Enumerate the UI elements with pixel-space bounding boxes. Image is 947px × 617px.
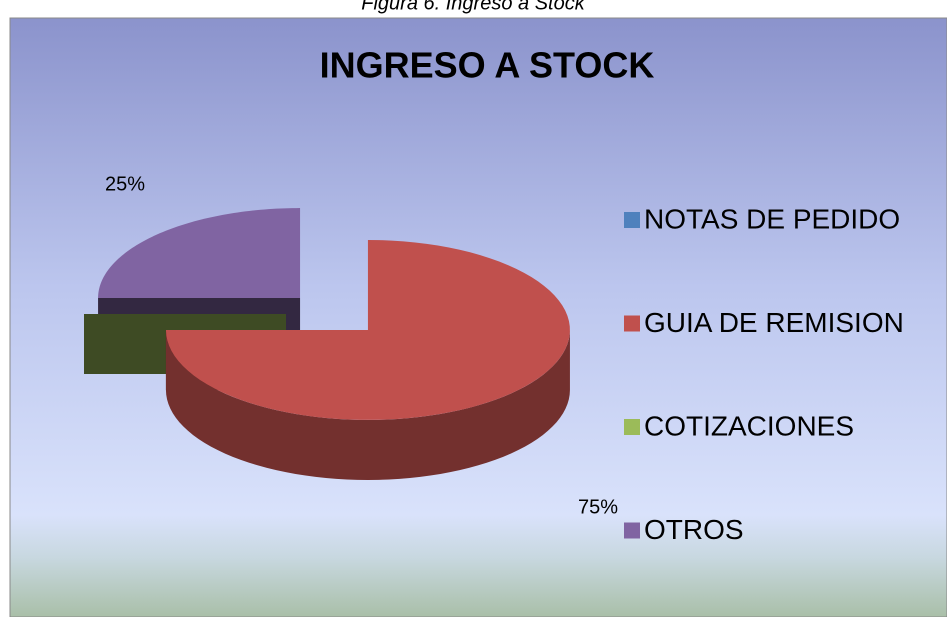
slice-top	[98, 208, 301, 299]
chart-title: INGRESO A STOCK	[320, 45, 655, 86]
legend-swatch	[624, 315, 640, 332]
legend-label: NOTAS DE PEDIDO	[644, 203, 900, 234]
legend-swatch	[624, 522, 640, 539]
legend-label: OTROS	[644, 514, 744, 545]
figure-caption: Figura 6. Ingreso a Stock	[361, 0, 585, 14]
legend-swatch	[624, 212, 640, 228]
legend-label: COTIZACIONES	[644, 410, 854, 441]
legend-label: GUIA DE REMISION	[644, 307, 904, 338]
pie-slice	[165, 239, 570, 480]
slice-top	[165, 239, 570, 420]
data-label: 25%	[105, 173, 145, 195]
data-label: 75%	[578, 496, 618, 518]
slice-side	[165, 329, 570, 480]
legend-swatch	[624, 419, 640, 435]
